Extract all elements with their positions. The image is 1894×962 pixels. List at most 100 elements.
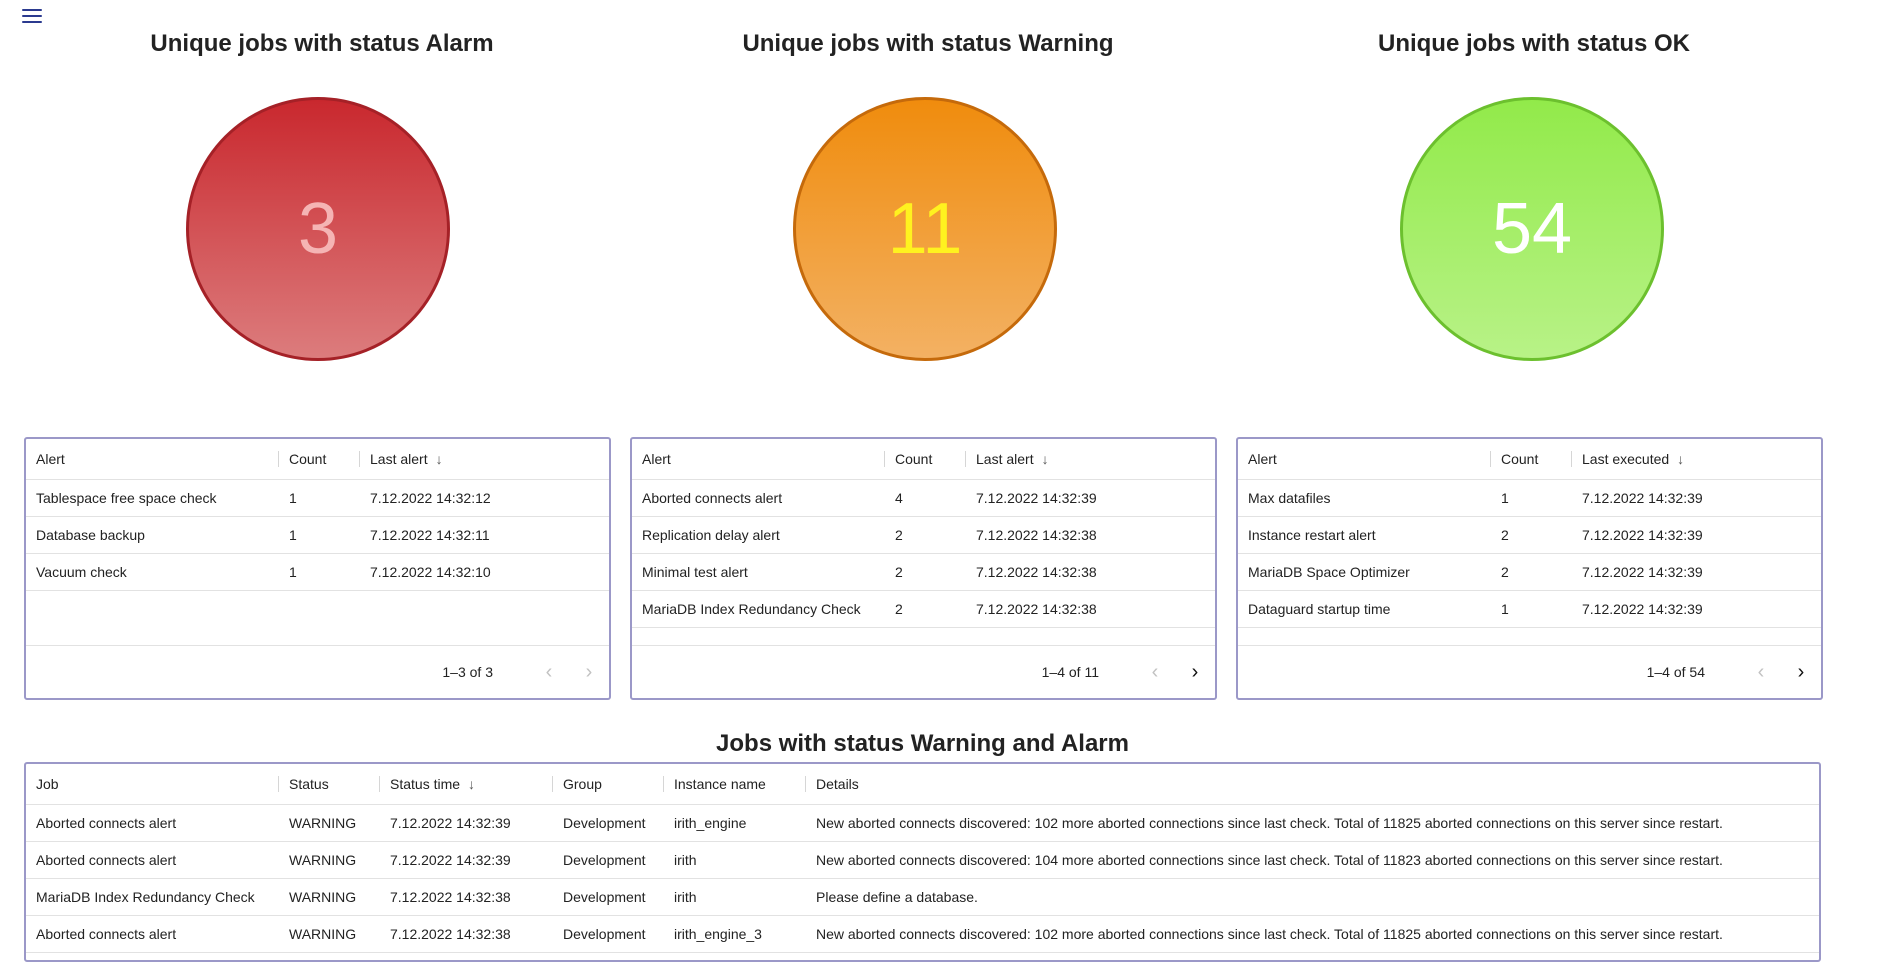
table-header: Alert Count Last alert ↓ [26,439,609,480]
column-separator[interactable] [965,451,966,467]
pagination: 1–4 of 11 ‹ › [632,645,1215,698]
column-header-alert[interactable]: Alert [36,451,65,467]
cell-alert: Max datafiles [1248,490,1331,506]
table-row[interactable]: Aborted connects alert 4 7.12.2022 14:32:3… [632,480,1215,517]
column-header-count[interactable]: Count [895,451,933,467]
ok-count-circle: 54 [1400,97,1664,361]
table-row[interactable]: Aborted connects alert WARNING 7.12.2022… [26,916,1819,953]
cell-alert: Aborted connects alert [642,490,783,506]
column-separator[interactable] [552,776,553,792]
jobs-section-title: Jobs with status Warning and Alarm [716,730,1129,757]
cell-count: 1 [289,490,297,506]
cell-count: 1 [289,564,297,580]
table-row[interactable]: Minimal test alert 2 7.12.2022 14:32:38 [632,554,1215,591]
table-row[interactable]: Vacuum check 1 7.12.2022 14:32:10 [26,554,609,591]
cell-last-executed: 7.12.2022 14:32:39 [1582,527,1703,543]
ok-table: Alert Count Last executed ↓ Max datafiles… [1236,437,1823,700]
cell-last-alert: 7.12.2022 14:32:38 [976,601,1097,617]
column-separator[interactable] [663,776,664,792]
cell-last-executed: 7.12.2022 14:32:39 [1582,601,1703,617]
column-header-status-time[interactable]: Status time ↓ [380,776,552,792]
warning-count-circle: 11 [793,97,1057,361]
cell-last-executed: 7.12.2022 14:32:39 [1582,564,1703,580]
column-header-last-alert[interactable]: Last alert ↓ [966,451,1206,467]
column-header-last-alert[interactable]: Last alert ↓ [360,451,600,467]
table-row[interactable]: MariaDB Index Redundancy Check WARNING 7… [26,879,1819,916]
cell-count: 2 [895,601,903,617]
table-header: Alert Count Last executed ↓ [1238,439,1821,480]
column-header-label: Last executed [1582,451,1670,467]
column-header-label: Last alert [370,451,428,467]
cell-details: Please define a database. [816,889,978,905]
ok-panel-title: Unique jobs with status OK [1377,30,1690,57]
column-header-details[interactable]: Details [816,776,859,792]
hamburger-menu-icon[interactable] [22,9,42,26]
column-header-job[interactable]: Job [36,776,59,792]
table-row[interactable]: Instance restart alert 2 7.12.2022 14:32:3… [1238,517,1821,554]
cell-last-alert: 7.12.2022 14:32:38 [976,564,1097,580]
table-row[interactable]: Tablespace free space check 1 7.12.2022 14… [26,480,609,517]
column-header-count[interactable]: Count [1501,451,1539,467]
cell-last-executed: 7.12.2022 14:32:39 [1582,490,1703,506]
table-row[interactable]: MariaDB Index Redundancy Check 2 7.12.2022… [632,591,1215,628]
table-row[interactable]: Aborted connects alert WARNING 7.12.2022… [26,805,1819,842]
sort-down-icon[interactable]: ↓ [435,451,443,467]
pagination: 1–4 of 54 ‹ › [1238,645,1821,698]
ok-count: 54 [1491,189,1573,269]
column-header-alert[interactable]: Alert [642,451,671,467]
pagination-text: 1–3 of 3 [442,664,493,680]
cell-alert: Tablespace free space check [36,490,217,506]
column-header-count[interactable]: Count [289,451,327,467]
cell-last-alert: 7.12.2022 14:32:10 [370,564,491,580]
table-header: Alert Count Last alert ↓ [632,439,1215,480]
cell-last-alert: 7.12.2022 14:32:11 [370,527,490,543]
chevron-right-icon[interactable]: › [1191,660,1199,683]
column-separator[interactable] [278,451,279,467]
chevron-left-icon[interactable]: ‹ [545,660,553,683]
cell-count: 2 [895,564,903,580]
chevron-left-icon[interactable]: ‹ [1151,660,1159,683]
column-separator[interactable] [884,451,885,467]
warning-table: Alert Count Last alert ↓ Aborted connects… [630,437,1217,700]
cell-count: 2 [1501,564,1509,580]
column-header-instance-name[interactable]: Instance name [674,776,766,792]
cell-alert: Database backup [36,527,145,543]
table-row[interactable]: Dataguard startup time 1 7.12.2022 14:32:3… [1238,591,1821,628]
column-header-alert[interactable]: Alert [1248,451,1277,467]
table-row[interactable]: Max datafiles 1 7.12.2022 14:32:39 [1238,480,1821,517]
chevron-left-icon[interactable]: ‹ [1757,660,1765,683]
cell-status: WARNING [289,926,357,942]
alarm-count-circle: 3 [186,97,450,361]
pagination-text: 1–4 of 54 [1646,664,1705,680]
column-separator[interactable] [278,776,279,792]
column-separator[interactable] [359,451,360,467]
column-header-group[interactable]: Group [563,776,602,792]
cell-last-alert: 7.12.2022 14:32:38 [976,527,1097,543]
column-header-label: Last alert [976,451,1034,467]
sort-down-icon[interactable]: ↓ [1041,451,1049,467]
table-row[interactable]: Database backup 1 7.12.2022 14:32:11 [26,517,609,554]
chevron-right-icon[interactable]: › [585,660,593,683]
cell-status: WARNING [289,852,357,868]
sort-down-icon[interactable]: ↓ [468,776,476,792]
table-row[interactable]: Replication delay alert 2 7.12.2022 14:32:… [632,517,1215,554]
table-row[interactable]: Aborted connects alert WARNING 7.12.2022… [26,842,1819,879]
column-separator[interactable] [1490,451,1491,467]
cell-details: New aborted connects discovered: 102 mor… [816,815,1723,831]
pagination: 1–3 of 3 ‹ › [26,645,609,698]
cell-job: Aborted connects alert [36,926,177,942]
cell-group: Development [563,926,646,942]
cell-alert: Dataguard startup time [1248,601,1391,617]
column-separator[interactable] [1571,451,1572,467]
column-separator[interactable] [805,776,806,792]
column-separator[interactable] [379,776,380,792]
sort-down-icon[interactable]: ↓ [1677,451,1685,467]
column-header-last-executed[interactable]: Last executed ↓ [1572,451,1812,467]
column-header-status[interactable]: Status [289,776,329,792]
table-row[interactable]: MariaDB Space Optimizer 2 7.12.2022 14:32:… [1238,554,1821,591]
cell-count: 1 [1501,601,1509,617]
alarm-panel-title: Unique jobs with status Alarm [150,30,494,57]
pagination-text: 1–4 of 11 [1041,664,1099,680]
cell-status-time: 7.12.2022 14:32:39 [390,815,511,831]
chevron-right-icon[interactable]: › [1797,660,1805,683]
